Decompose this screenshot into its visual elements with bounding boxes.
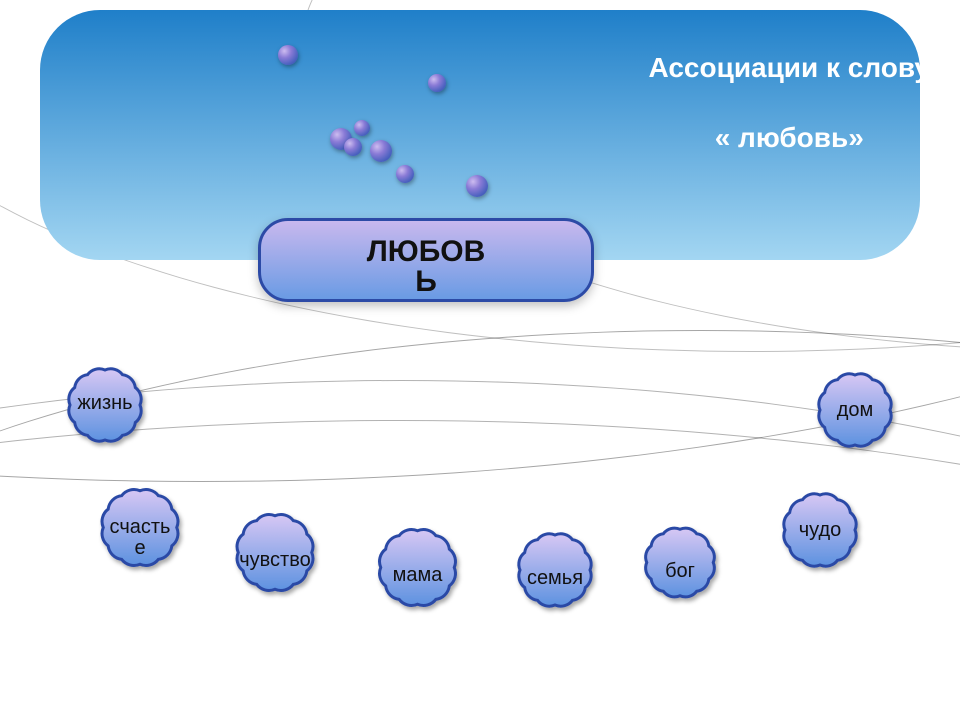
cloud-label-god: бог	[620, 561, 740, 582]
floating-sphere	[428, 74, 446, 92]
floating-sphere	[354, 120, 370, 136]
cloud-home: дом	[790, 360, 920, 460]
cloud-happy: счасть е	[70, 475, 210, 580]
floating-sphere	[466, 175, 488, 197]
cloud-feeling: чувство	[205, 500, 345, 605]
cloud-mom: мама	[350, 515, 485, 620]
main-word-box: ЛЮБОВ Ь	[258, 218, 594, 302]
cloud-label-happy: счасть е	[70, 517, 210, 559]
floating-sphere	[396, 165, 414, 183]
cloud-family: семья	[490, 520, 620, 620]
cloud-label-miracle: чудо	[755, 520, 885, 541]
cloud-label-feeling: чувство	[205, 550, 345, 571]
cloud-life: жизнь	[40, 355, 170, 455]
cloud-label-home: дом	[790, 400, 920, 421]
main-word-line2: Ь	[261, 267, 591, 297]
cloud-miracle: чудо	[755, 480, 885, 580]
title-line1: Ассоциации к слову	[649, 52, 931, 83]
cloud-label-mom: мама	[350, 565, 485, 586]
title: Ассоциации к слову « любовь»	[617, 15, 930, 190]
cloud-label-family: семья	[490, 568, 620, 589]
stage: Ассоциации к слову « любовь» ЛЮБОВ Ь жиз…	[0, 0, 960, 720]
title-line2: « любовь»	[715, 122, 864, 153]
floating-sphere	[278, 45, 298, 65]
floating-sphere	[370, 140, 392, 162]
floating-sphere	[344, 138, 362, 156]
cloud-god: бог	[620, 515, 740, 610]
cloud-label-life: жизнь	[40, 393, 170, 414]
main-word-line1: ЛЮБОВ	[261, 237, 591, 267]
